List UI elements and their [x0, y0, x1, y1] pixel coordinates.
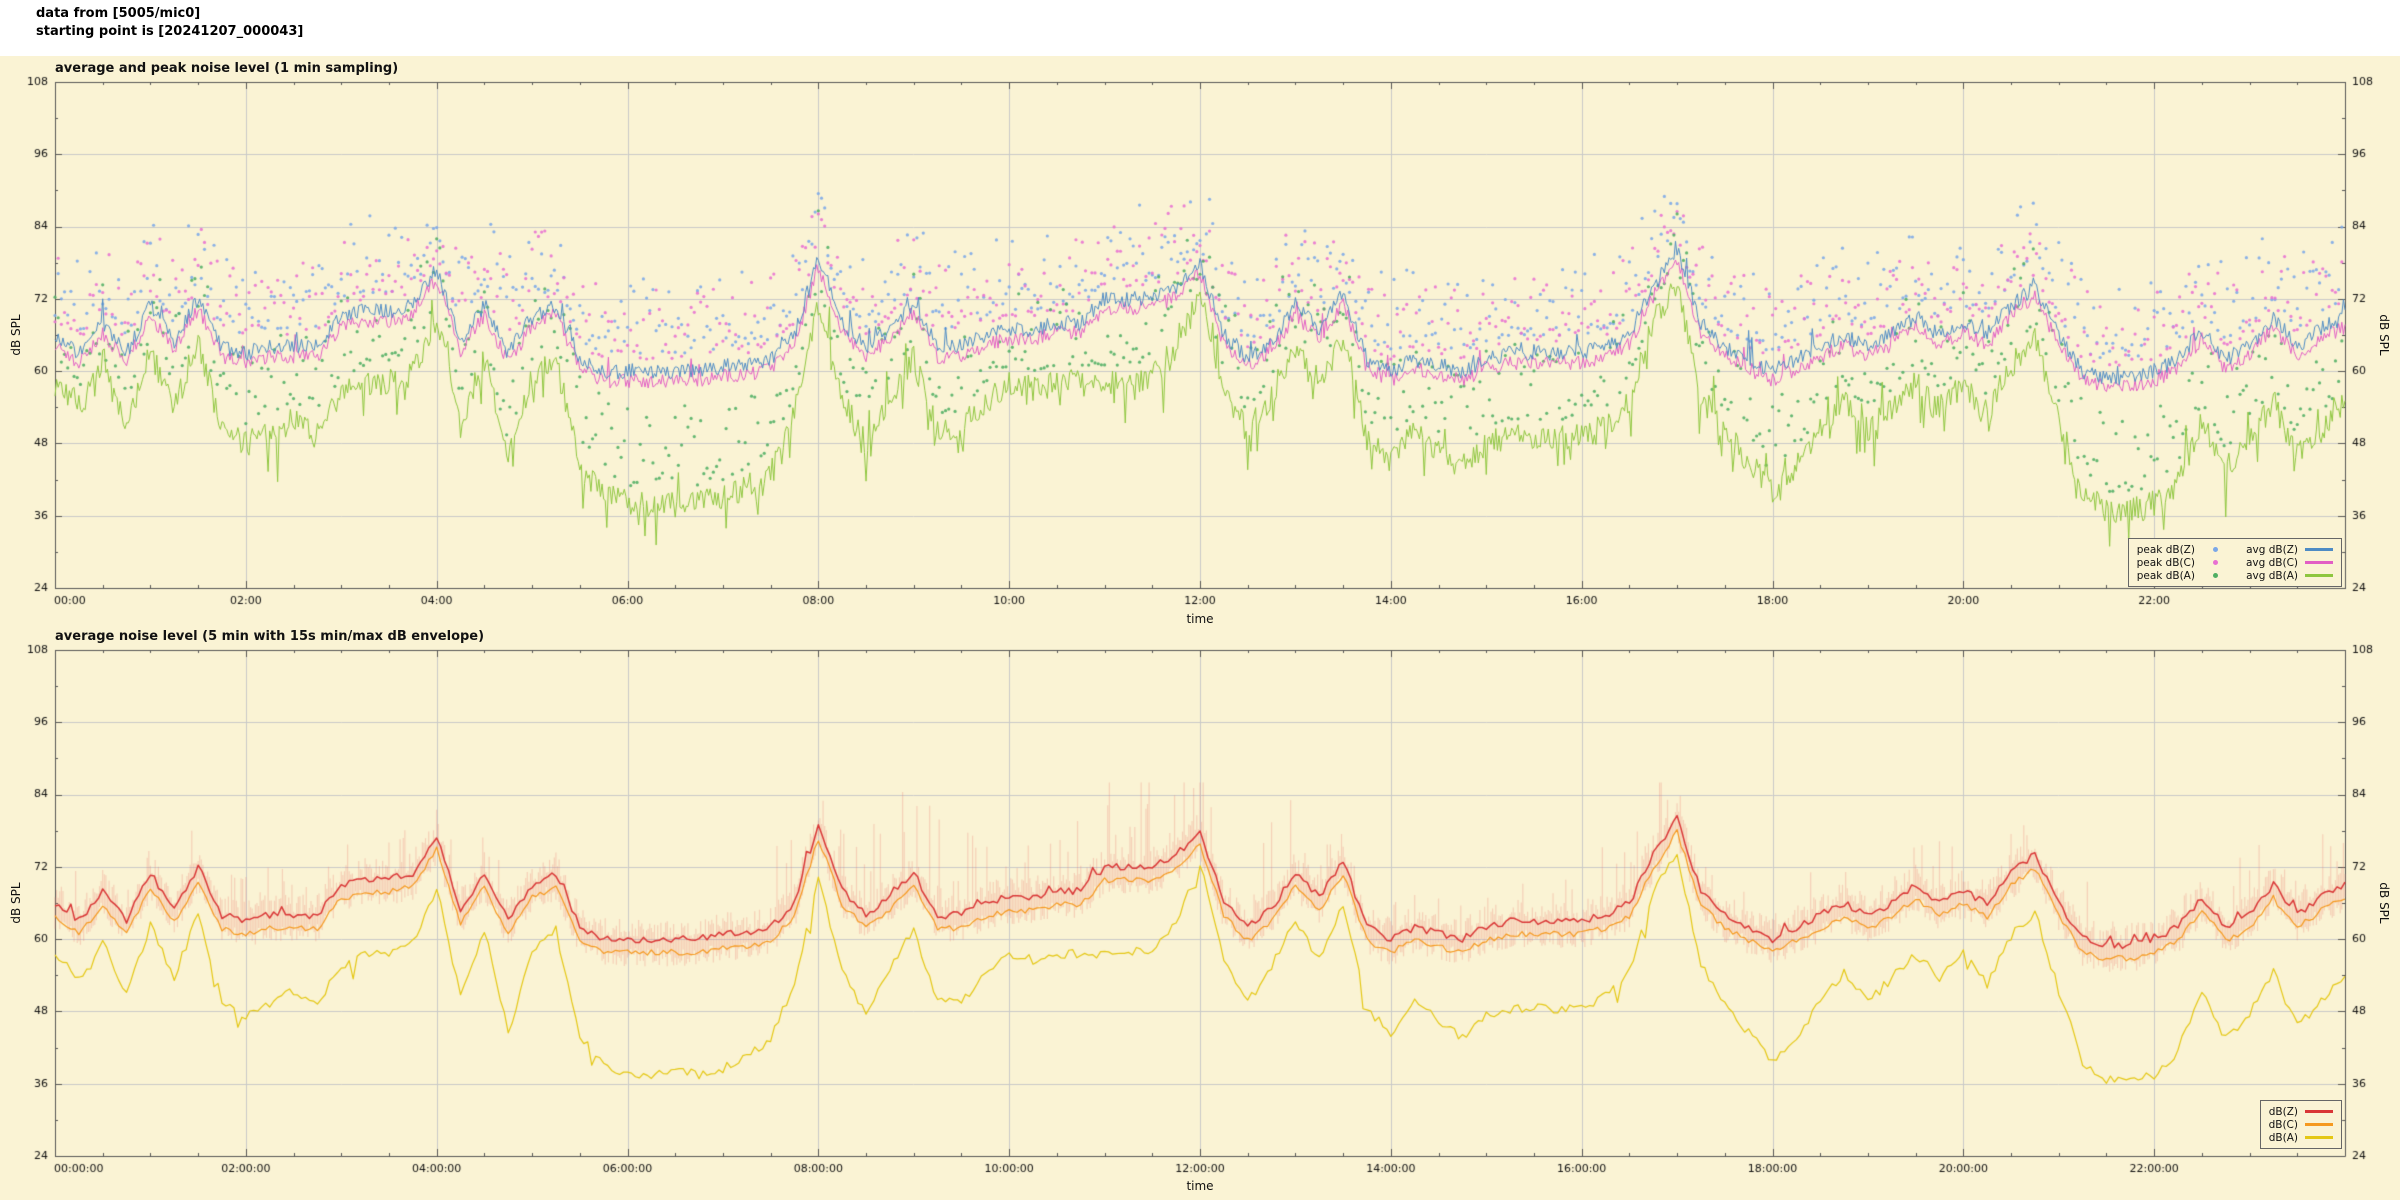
- legend-item: dB(A): [2269, 1131, 2333, 1144]
- legend-marker-line: [2305, 1136, 2333, 1139]
- legend-item: dB(C): [2269, 1118, 2333, 1131]
- figure-background: [0, 56, 2400, 1200]
- chart1-ylabel-left: dB SPL: [9, 314, 23, 356]
- chart2-ylabel-right: dB SPL: [2377, 882, 2391, 924]
- legend-item-label: peak dB(Z): [2136, 543, 2195, 556]
- chart1-legend: peak dB(Z) peak dB(C) peak dB(A) avg dB(Z) a…: [2127, 538, 2342, 587]
- legend-marker-dot: [2202, 547, 2230, 552]
- legend-item-label: dB(C): [2268, 1118, 2298, 1131]
- legend-item: peak dB(Z): [2137, 543, 2230, 556]
- legend-marker-line: [2305, 561, 2333, 564]
- legend-item-label: avg dB(A): [2246, 569, 2298, 582]
- legend-marker-line: [2305, 1110, 2333, 1113]
- chart2-title: average noise level (5 min with 15s min/…: [55, 629, 485, 644]
- legend-marker-line: [2305, 548, 2333, 551]
- legend-item: peak dB(C): [2137, 556, 2230, 569]
- header-line-1: data from [5005/mic0]: [36, 6, 201, 21]
- legend-item: peak dB(A): [2137, 569, 2230, 582]
- chart2-plot-area: [55, 650, 2345, 1156]
- legend-item: avg dB(Z): [2246, 543, 2333, 556]
- header-line-2: starting point is [20241207_000043]: [36, 24, 304, 39]
- legend-item-label: avg dB(Z): [2246, 543, 2298, 556]
- legend-item: dB(Z): [2269, 1105, 2333, 1118]
- chart1-plot-area: [55, 82, 2345, 588]
- legend-item-label: dB(A): [2268, 1131, 2298, 1144]
- legend-marker-line: [2305, 1123, 2333, 1126]
- chart1-title: average and peak noise level (1 min samp…: [55, 61, 399, 76]
- legend-item: avg dB(A): [2246, 569, 2333, 582]
- legend-item: avg dB(C): [2246, 556, 2333, 569]
- chart2-legend: dB(Z) dB(C) dB(A): [2259, 1100, 2342, 1149]
- legend-marker-dot: [2202, 573, 2230, 578]
- chart1-ylabel-right: dB SPL: [2377, 314, 2391, 356]
- legend-marker-dot: [2202, 560, 2230, 565]
- legend-item-label: peak dB(C): [2136, 556, 2195, 569]
- legend-item-label: peak dB(A): [2136, 569, 2195, 582]
- chart1-xlabel: time: [1186, 612, 1214, 626]
- chart2-ylabel-left: dB SPL: [9, 882, 23, 924]
- legend-item-label: avg dB(C): [2245, 556, 2298, 569]
- legend-marker-line: [2305, 574, 2333, 577]
- legend-item-label: dB(Z): [2268, 1105, 2298, 1118]
- charts-canvas: [0, 56, 2400, 1200]
- chart2-xlabel: time: [1186, 1179, 1214, 1193]
